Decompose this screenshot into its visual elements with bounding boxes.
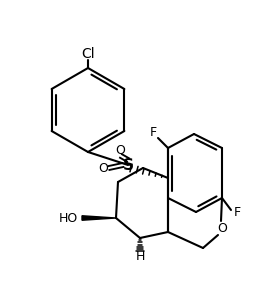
Text: F: F [233, 206, 241, 220]
Text: O: O [115, 144, 125, 157]
Text: O: O [217, 222, 227, 235]
Polygon shape [82, 216, 116, 220]
Text: Cl: Cl [81, 47, 95, 61]
Text: H: H [135, 251, 145, 264]
Text: O: O [98, 162, 108, 175]
Text: S: S [122, 157, 133, 173]
Text: F: F [150, 126, 157, 139]
Text: HO: HO [58, 211, 78, 224]
